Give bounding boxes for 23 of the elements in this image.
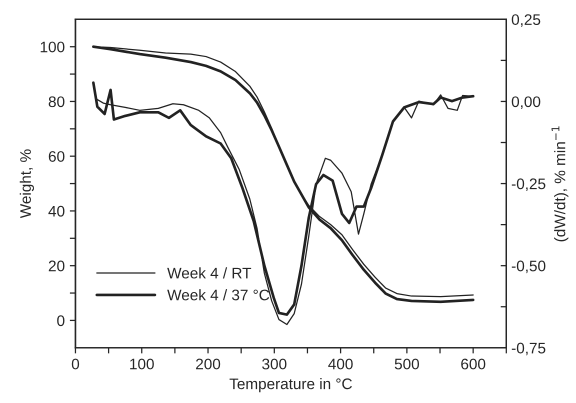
y2-tick-label: 0,00 (512, 96, 540, 109)
y2-tick-label: -0,50 (512, 260, 546, 274)
y-tick-label: 0 (57, 315, 64, 326)
x-tick-label: 600 (461, 358, 486, 370)
y2-tick-label: 0,25 (512, 14, 540, 27)
y-tick-label: 40 (48, 206, 64, 217)
x-tick-label: 500 (394, 358, 420, 370)
y2-tick-label: -0,25 (512, 178, 546, 192)
y-tick-label: 100 (40, 42, 64, 52)
x-tick-label: 0 (72, 358, 80, 370)
y2-tick-label: -0,75 (512, 342, 546, 356)
legend-label: Week 4 / RT (167, 267, 252, 279)
x-tick-label: 300 (262, 358, 286, 370)
y-axis-title: Weight, % (20, 149, 34, 218)
x-tick-label: 400 (328, 358, 353, 370)
y-tick-label: 80 (48, 96, 64, 108)
y2-axis-title: (dW/dt), % min$^{−1}$ (552, 126, 568, 242)
legend-label: Week 4 / 37 °C (167, 289, 270, 300)
x-axis-title: Temperature in °C (230, 378, 352, 392)
y-tick-label: 60 (48, 151, 64, 162)
x-tick-label: 200 (196, 358, 220, 370)
y-tick-label: 20 (48, 260, 64, 272)
x-tick-label: 100 (130, 358, 154, 370)
